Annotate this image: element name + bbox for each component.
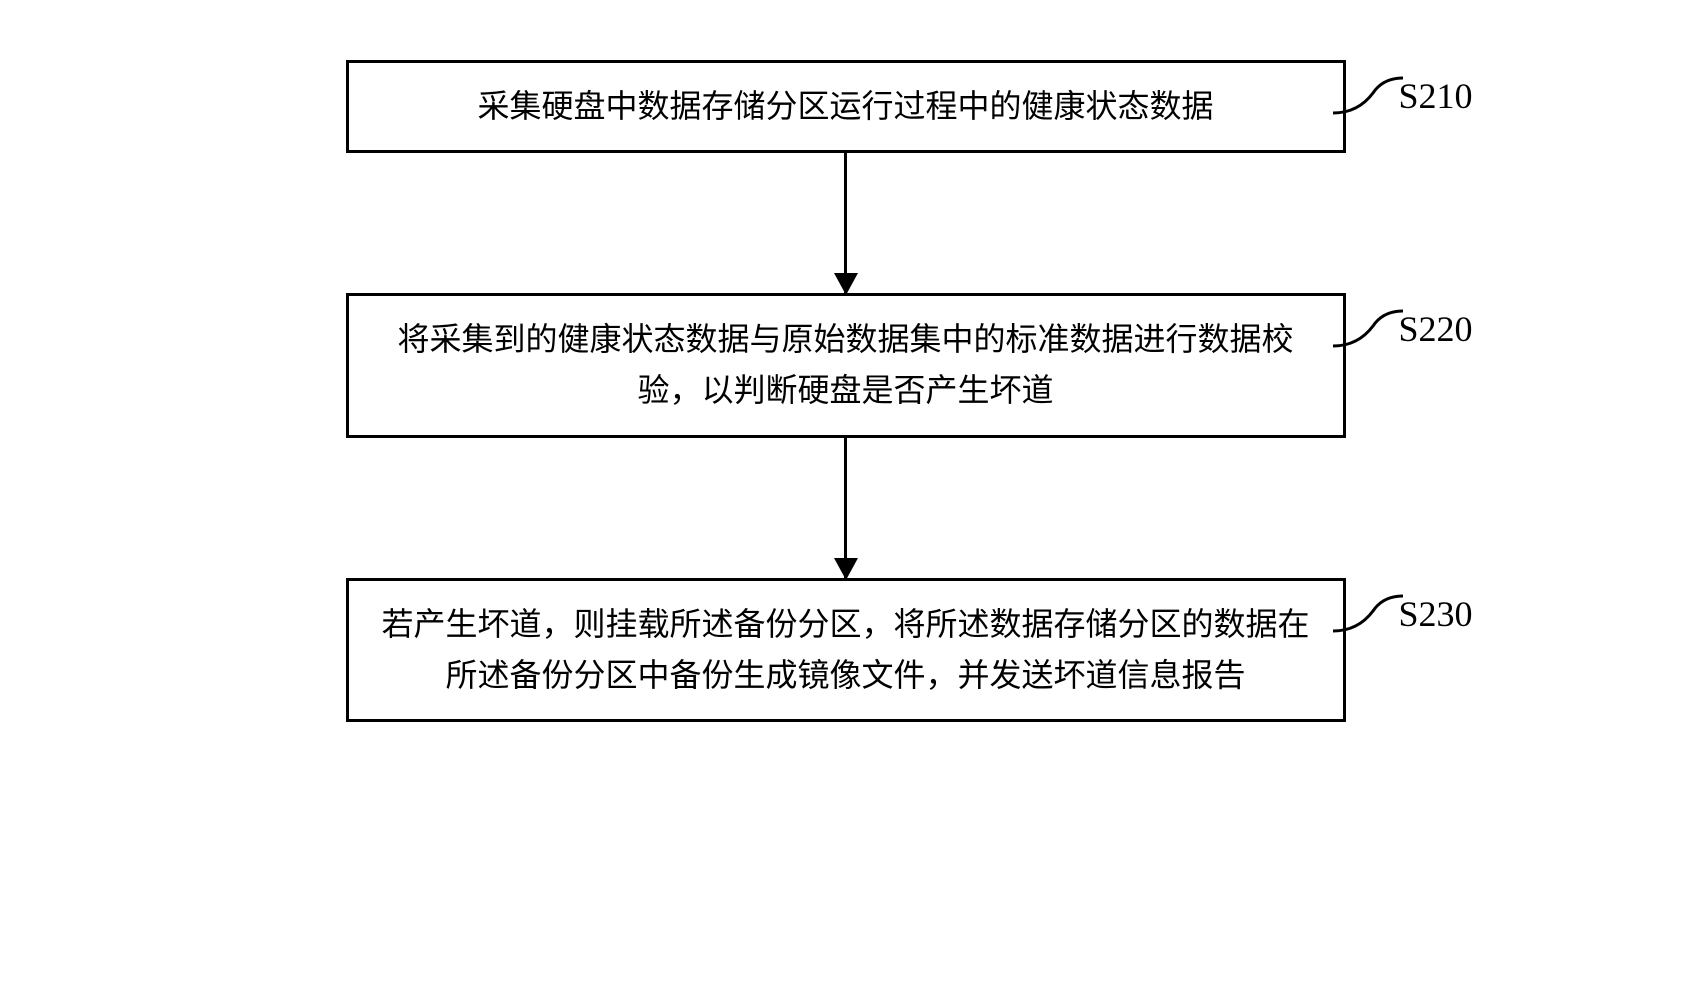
- step-label: S210: [1398, 68, 1472, 126]
- node-text: 将采集到的健康状态数据与原始数据集中的标准数据进行数据校验，以判断硬盘是否产生坏…: [379, 314, 1313, 416]
- step-label: S230: [1398, 586, 1472, 644]
- arrow-s210-s220: [346, 153, 1346, 293]
- label-connector: [1333, 306, 1403, 356]
- flow-node-s220: 将采集到的健康状态数据与原始数据集中的标准数据进行数据校验，以判断硬盘是否产生坏…: [346, 293, 1346, 437]
- flow-node-s230: 若产生坏道，则挂载所述备份分区，将所述数据存储分区的数据在所述备份分区中备份生成…: [346, 578, 1346, 722]
- arrow-s220-s230: [346, 438, 1346, 578]
- flowchart-container: 采集硬盘中数据存储分区运行过程中的健康状态数据 S210 将采集到的健康状态数据…: [286, 60, 1406, 722]
- node-text: 采集硬盘中数据存储分区运行过程中的健康状态数据: [477, 81, 1213, 132]
- flow-node-s210: 采集硬盘中数据存储分区运行过程中的健康状态数据 S210: [346, 60, 1346, 153]
- node-text: 若产生坏道，则挂载所述备份分区，将所述数据存储分区的数据在所述备份分区中备份生成…: [379, 599, 1313, 701]
- label-connector: [1333, 591, 1403, 641]
- step-label: S220: [1398, 301, 1472, 359]
- label-connector: [1333, 73, 1403, 123]
